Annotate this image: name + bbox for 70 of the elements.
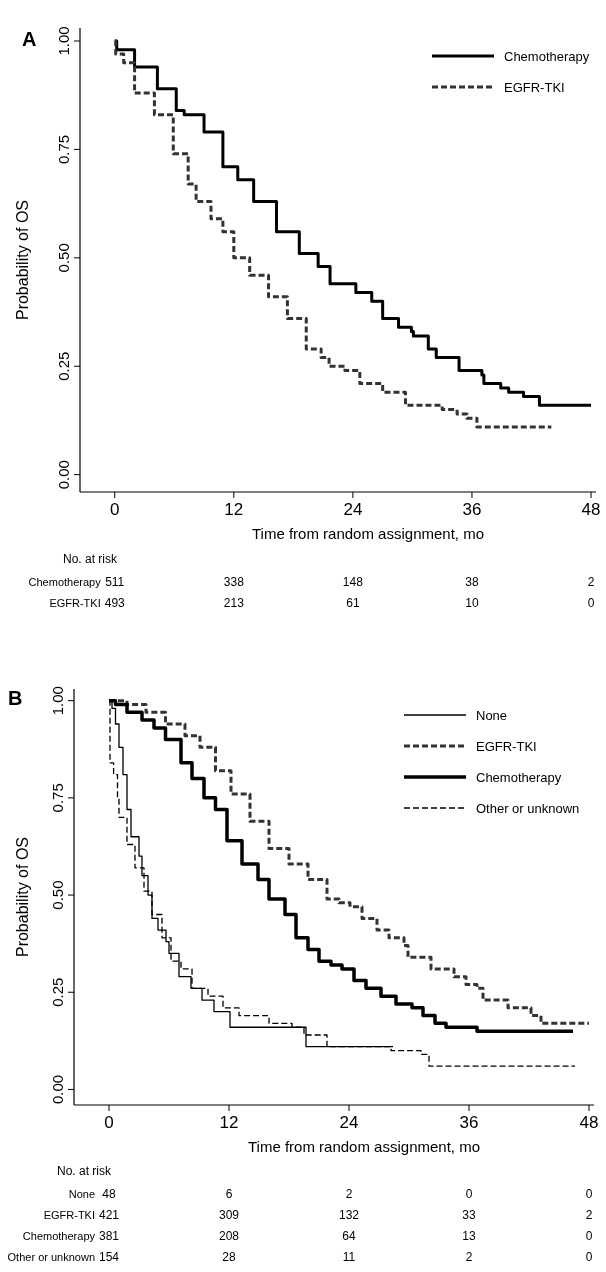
text: 208: [218, 1229, 240, 1243]
text: 154: [98, 1250, 120, 1264]
text: None: [68, 1188, 95, 1200]
y-tick-label: 1.00: [55, 26, 72, 56]
text: Other or unknown: [7, 1251, 95, 1263]
text: 33: [462, 1208, 476, 1222]
text: 38: [465, 575, 479, 589]
chart-title: B: [8, 687, 23, 710]
text: EGFR-TKI: [43, 1209, 95, 1221]
text: 0: [585, 1187, 593, 1201]
text: 309: [218, 1208, 240, 1222]
y-tick-label: 0.50: [55, 243, 72, 273]
text: 2: [587, 575, 595, 589]
text: 0: [587, 596, 595, 610]
legend-label: None: [476, 708, 508, 723]
y-tick-label: 0.00: [55, 460, 72, 490]
x-tick-label: 36: [459, 1113, 479, 1132]
x-tick-label: 48: [581, 500, 601, 519]
legend-label: Chemotherapy: [504, 49, 590, 64]
y-tick-label: 0.25: [55, 351, 72, 381]
x-tick-label: 12: [219, 1113, 239, 1132]
text: No. at risk: [56, 1164, 112, 1178]
y-tick-label: 0.25: [49, 977, 66, 1007]
y-tick-label: 0.50: [49, 880, 66, 910]
text: 13: [462, 1229, 476, 1243]
legend-label: Chemotherapy: [476, 770, 562, 785]
text: 381: [98, 1229, 120, 1243]
x-tick-label: 36: [462, 500, 482, 519]
x-tick-label: 0: [104, 1113, 114, 1132]
text: No. at risk: [62, 552, 118, 566]
text: Chemotherapy: [22, 1230, 96, 1242]
text: 0: [585, 1229, 593, 1243]
text: 61: [346, 596, 360, 610]
text: 6: [225, 1187, 233, 1201]
text: 10: [465, 596, 479, 610]
text: 338: [223, 575, 245, 589]
text: 148: [342, 575, 364, 589]
x-tick-label: 48: [579, 1113, 599, 1132]
y-tick-label: 0.75: [55, 134, 72, 165]
legend-label: EGFR-TKI: [476, 739, 537, 754]
legend-label: Other or unknown: [476, 801, 580, 816]
text: 11: [342, 1250, 356, 1264]
x-axis-title: Time from random assignment, mo: [247, 1138, 481, 1155]
text: 213: [223, 596, 245, 610]
text: Chemotherapy: [28, 576, 102, 588]
text: 132: [338, 1208, 360, 1222]
text: 28: [222, 1250, 236, 1264]
text: 421: [98, 1208, 120, 1222]
text: 48: [102, 1187, 116, 1201]
y-tick-label: 0.00: [49, 1074, 66, 1105]
x-tick-label: 12: [224, 500, 244, 519]
text: 511: [105, 575, 125, 589]
text: 2: [585, 1208, 593, 1222]
x-tick-label: 24: [339, 1113, 359, 1132]
y-axis-title: Probability of OS: [14, 836, 31, 958]
text: 2: [345, 1187, 353, 1201]
x-tick-label: 0: [110, 500, 120, 519]
text: 0: [585, 1250, 593, 1264]
y-tick-label: 1.00: [49, 686, 66, 716]
legend-label: EGFR-TKI: [504, 80, 565, 95]
text: EGFR-TKI: [49, 597, 101, 609]
text: 0: [465, 1187, 473, 1201]
x-tick-label: 24: [343, 500, 363, 519]
chart-title: A: [22, 28, 37, 51]
x-axis-title: Time from random assignment, mo: [251, 525, 485, 542]
y-tick-label: 0.75: [49, 783, 66, 813]
text: 64: [342, 1229, 356, 1243]
text: 493: [104, 596, 126, 610]
text: 2: [465, 1250, 473, 1264]
y-axis-title: Probability of OS: [14, 199, 31, 321]
